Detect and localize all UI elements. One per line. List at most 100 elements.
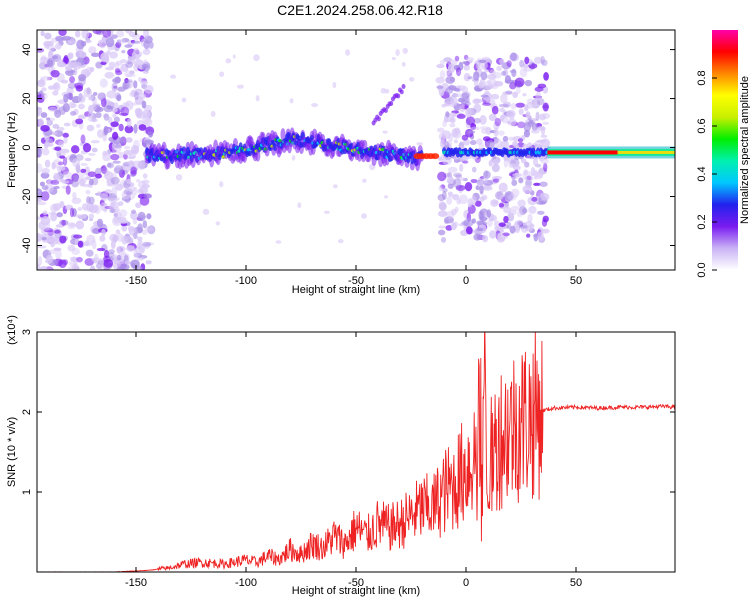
noise-speckle (504, 75, 512, 84)
noise-speckle (124, 77, 129, 84)
noise-speckle (509, 82, 517, 90)
noise-speckle (461, 92, 470, 100)
chart-title: C2E1.2024.258.06.42.R18 (277, 2, 443, 18)
noise-speckle (77, 93, 86, 104)
noise-speckle (90, 118, 98, 123)
noise-speckle (100, 167, 109, 174)
noise-speckle (145, 226, 153, 232)
noise-speckle (439, 59, 446, 65)
noise-speckle (455, 67, 462, 77)
sparse-speckle (401, 62, 406, 67)
noise-speckle (46, 76, 53, 81)
noise-speckle (56, 61, 67, 68)
noise-speckle (63, 137, 68, 144)
noise-speckle (88, 196, 95, 205)
noise-speckle (41, 87, 47, 92)
noise-speckle (471, 166, 477, 173)
noise-speckle (498, 195, 504, 200)
noise-speckle (111, 82, 118, 92)
noise-speckle (478, 59, 487, 63)
sparse-speckle (361, 178, 367, 183)
noise-speckle (461, 134, 469, 141)
spectrogram-x-ticks: -150 -100 -50 0 50 (125, 30, 582, 287)
noise-speckle (88, 213, 95, 219)
noise-speckle (69, 75, 75, 84)
noise-speckle (57, 152, 67, 156)
noise-speckle (55, 42, 62, 50)
noise-speckle (141, 64, 149, 69)
noise-speckle (143, 30, 150, 39)
noise-speckle (488, 113, 497, 122)
sparse-speckle (409, 77, 415, 82)
noise-speckle (522, 93, 527, 97)
noise-speckle (148, 41, 154, 49)
noise-speckle (77, 114, 87, 120)
noise-speckle (110, 153, 120, 161)
sparse-speckle (275, 240, 282, 244)
noise-speckle (484, 80, 492, 91)
noise-speckle (102, 30, 112, 38)
noise-speckle (508, 210, 517, 216)
noise-speckle (48, 50, 54, 58)
noise-speckle (124, 125, 134, 134)
noise-speckle (480, 71, 488, 81)
noise-speckle (435, 76, 445, 84)
noise-speckle (437, 171, 447, 182)
noise-speckle (37, 216, 43, 220)
noise-speckle (114, 197, 120, 201)
noise-speckle (72, 61, 82, 70)
noise-speckle (69, 207, 75, 218)
noise-speckle (524, 161, 530, 168)
noise-speckle (522, 170, 532, 181)
noise-speckle (109, 233, 120, 243)
noise-speckle (510, 102, 517, 110)
sparse-speckle (255, 95, 260, 102)
noise-speckle (39, 56, 48, 65)
noise-speckle (482, 235, 489, 243)
noise-speckle (482, 102, 491, 106)
noise-speckle (87, 112, 93, 122)
noise-speckle (70, 145, 80, 154)
noise-speckle (518, 177, 524, 184)
noise-speckle (528, 205, 537, 214)
noise-speckle (459, 163, 464, 173)
noise-speckle (541, 218, 548, 227)
noise-speckle (138, 124, 147, 131)
noise-speckle (61, 219, 66, 226)
noise-speckle (438, 86, 445, 97)
noise-speckle (523, 169, 528, 176)
noise-speckle (515, 87, 521, 94)
noise-speckle (498, 202, 505, 208)
noise-speckle (37, 146, 42, 156)
noise-speckle (92, 30, 103, 35)
noise-speckle (78, 74, 87, 82)
sparse-speckle (225, 58, 232, 64)
snr-panel: -150 -100 -50 0 50 1 2 3 Height of straight li… (6, 315, 676, 597)
noise-speckle (493, 121, 500, 130)
noise-speckle (63, 93, 69, 103)
noise-speckle (511, 68, 517, 78)
noise-speckle (70, 111, 77, 116)
snr-x-label: Height of straight line (km) (292, 585, 420, 597)
noise-speckle (53, 175, 61, 180)
noise-speckle (89, 265, 96, 270)
noise-speckle (481, 56, 490, 61)
noise-speckle (530, 167, 536, 177)
noise-speckle (116, 254, 122, 261)
noise-speckle (438, 132, 446, 141)
noise-speckle (482, 170, 491, 179)
noise-speckle (85, 176, 92, 181)
noise-speckle (67, 222, 76, 230)
noise-speckle (112, 113, 117, 119)
snr-x-tick-label: -100 (235, 577, 257, 589)
noise-speckle (143, 193, 153, 199)
noise-speckle (121, 224, 128, 232)
branch-speckle (401, 83, 406, 89)
noise-speckle (106, 105, 113, 110)
sparse-speckle (253, 54, 260, 62)
noise-speckle (452, 178, 462, 189)
noise-speckle (126, 118, 132, 128)
noise-speckle (58, 106, 66, 115)
noise-speckle (455, 93, 463, 98)
